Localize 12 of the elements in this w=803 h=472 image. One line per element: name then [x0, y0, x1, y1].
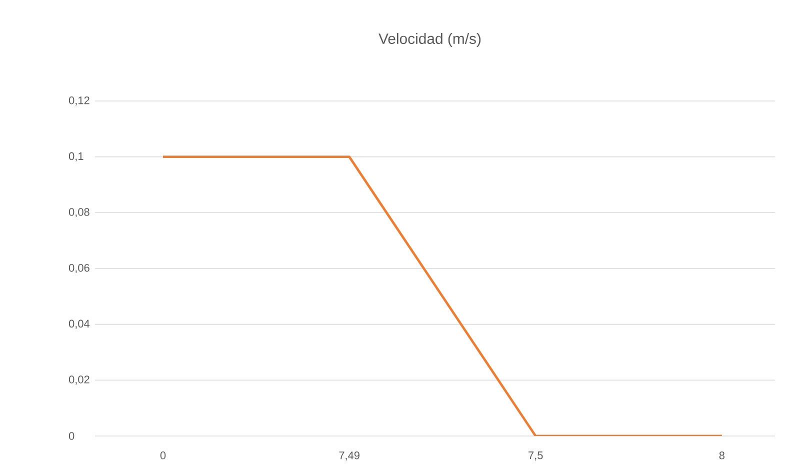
chart-title: Velocidad (m/s): [378, 33, 481, 47]
x-tick-label: 0: [160, 452, 166, 460]
y-tick-label: 0,02: [68, 376, 90, 385]
y-tick-label: 0: [68, 432, 74, 440]
y-tick-label: 0,12: [68, 96, 90, 106]
x-tick-label: 7,49: [339, 452, 360, 461]
x-tick-label: 7,5: [528, 452, 543, 460]
x-tick-label: 8: [719, 452, 724, 460]
y-tick-label: 0,04: [68, 320, 90, 329]
y-tick-label: 0,08: [68, 208, 90, 218]
y-tick-label: 0,1: [68, 152, 84, 162]
y-tick-label: 0,06: [68, 264, 90, 274]
